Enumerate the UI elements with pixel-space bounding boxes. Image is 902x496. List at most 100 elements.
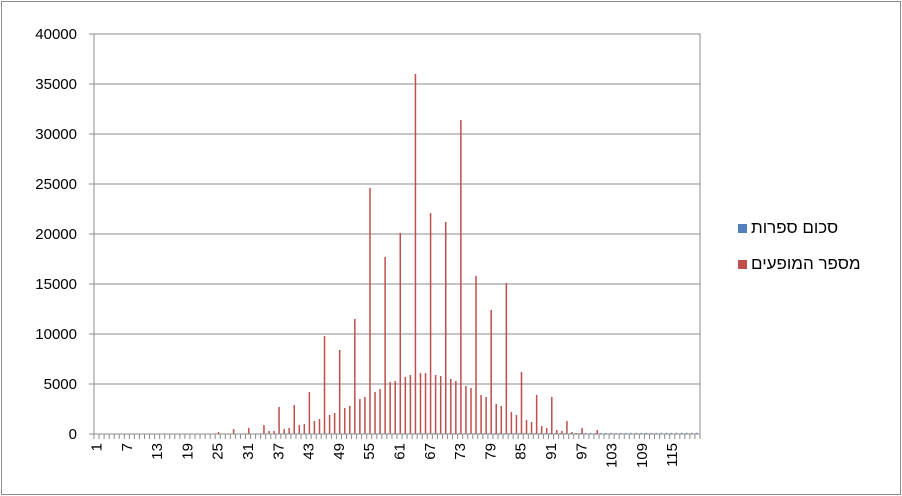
bar-series-1 [660, 432, 663, 434]
x-tick-label: 85 [513, 443, 530, 460]
bar-series-2 [232, 429, 235, 434]
bar-series-1 [615, 432, 617, 434]
x-tick-label: 49 [331, 443, 348, 460]
bar-series-2 [561, 431, 563, 434]
x-tick-label: 79 [482, 443, 499, 460]
bar-series-1 [625, 432, 627, 434]
y-tick-label: 10000 [35, 326, 77, 343]
y-tick-label: 0 [69, 426, 77, 443]
x-tick-label: 1 [89, 443, 106, 451]
y-tick-label: 35000 [35, 76, 77, 93]
x-tick-label: 109 [634, 443, 651, 468]
bar-series-1 [610, 432, 612, 434]
bar-series-1 [600, 432, 602, 434]
y-tick-label: 30000 [35, 126, 77, 143]
bar-series-2 [248, 428, 250, 434]
bar-series-2 [505, 283, 508, 434]
bar-series-2 [460, 120, 462, 434]
bar-series-2 [399, 233, 402, 434]
bar-series-2 [338, 350, 341, 434]
bar-series-2 [510, 412, 513, 434]
bar-series-2 [384, 257, 386, 434]
bar-series-2 [495, 404, 497, 434]
bar-series-2 [293, 405, 295, 434]
bar-series-2 [283, 429, 285, 434]
bar-series-2 [439, 376, 442, 434]
y-tick-label: 15000 [35, 276, 77, 293]
x-tick-label: 37 [270, 443, 287, 460]
bar-series-2 [419, 373, 422, 434]
bar-series-2 [217, 432, 220, 434]
bar-series-1 [685, 432, 688, 434]
bar-series-1 [630, 432, 632, 434]
bar-series-2 [455, 381, 457, 434]
chart-legend: סכום ספרות מספר המופעים [738, 218, 888, 290]
bar-series-1 [680, 432, 683, 434]
bar-series-2 [490, 310, 492, 434]
y-tick-label: 25000 [35, 176, 77, 193]
x-tick-label: 67 [422, 443, 439, 460]
bar-series-2 [364, 397, 366, 434]
bar-series-2 [596, 430, 598, 434]
bar-series-2 [444, 222, 447, 434]
bar-series-2 [328, 415, 331, 434]
bar-series-2 [298, 425, 301, 434]
bar-series-2 [333, 413, 336, 434]
x-tick-label: 7 [119, 443, 136, 451]
bar-series-1 [645, 432, 647, 434]
bar-series-2 [389, 382, 391, 434]
bar-series-2 [404, 377, 407, 434]
bar-series-2 [308, 392, 311, 434]
bar-series-2 [556, 430, 558, 434]
bar-series-2 [394, 381, 396, 434]
bar-series-2 [268, 431, 270, 434]
x-tick-label: 31 [240, 443, 257, 460]
bar-series-2 [414, 74, 417, 434]
bar-series-2 [263, 425, 265, 434]
bar-series-2 [450, 379, 452, 434]
bar-series-2 [485, 397, 487, 434]
bar-series-1 [620, 432, 622, 434]
x-tick-label: 55 [361, 443, 378, 460]
bar-series-2 [354, 319, 356, 434]
bar-series-1 [650, 432, 653, 434]
bar-series-2 [551, 397, 553, 434]
bar-series-2 [525, 420, 528, 434]
x-tick-label: 103 [604, 443, 621, 468]
legend-item-series-1: סכום ספרות [738, 218, 888, 238]
bar-series-2 [480, 395, 482, 434]
bar-series-2 [429, 213, 432, 434]
x-tick-label: 97 [573, 443, 590, 460]
bar-series-2 [288, 428, 290, 434]
bar-series-2 [515, 415, 518, 434]
bar-series-2 [379, 389, 381, 434]
bar-series-1 [605, 432, 607, 434]
legend-swatch-series-1 [738, 223, 747, 233]
bar-series-2 [434, 375, 437, 434]
bar-series-1 [635, 432, 637, 434]
bar-series-2 [540, 426, 543, 434]
bar-series-2 [520, 372, 523, 434]
y-tick-label: 40000 [35, 26, 77, 43]
bar-series-2 [545, 428, 548, 434]
bar-series-2 [500, 406, 503, 434]
x-tick-label: 13 [149, 443, 166, 460]
bar-series-2 [581, 428, 583, 434]
bar-series-2 [343, 408, 346, 434]
x-tick-label: 61 [392, 443, 409, 460]
bar-series-1 [655, 432, 658, 434]
bar-series-2 [278, 407, 280, 434]
x-tick-label: 19 [179, 443, 196, 460]
bar-series-1 [640, 432, 642, 434]
legend-swatch-series-2 [738, 259, 747, 269]
legend-label-series-1: סכום ספרות [751, 218, 839, 237]
x-tick-label: 25 [210, 443, 227, 460]
bar-series-1 [695, 432, 698, 434]
bar-series-2 [465, 386, 467, 434]
bar-series-2 [369, 188, 371, 434]
bar-series-2 [571, 432, 573, 434]
bar-series-1 [665, 432, 668, 434]
bar-series-2 [273, 431, 275, 434]
